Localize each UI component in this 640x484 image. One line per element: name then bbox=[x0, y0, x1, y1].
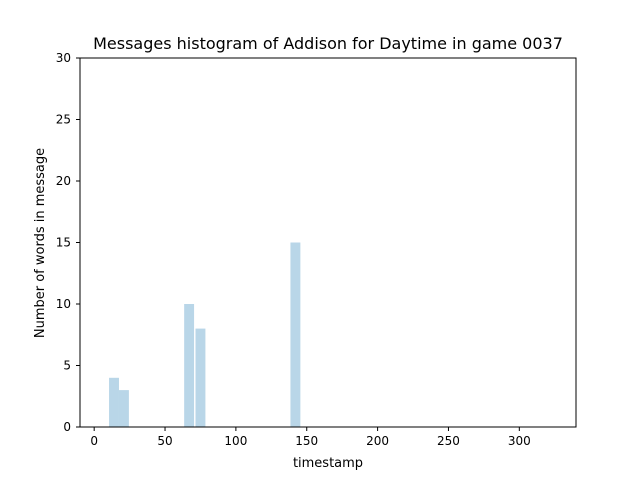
x-tick-label: 250 bbox=[437, 434, 460, 448]
histogram-bar bbox=[109, 377, 119, 427]
chart-title: Messages histogram of Addison for Daytim… bbox=[93, 34, 563, 53]
y-tick-label: 30 bbox=[56, 51, 71, 65]
histogram-bar bbox=[118, 390, 129, 427]
y-tick-label: 10 bbox=[56, 297, 71, 311]
y-tick-label: 20 bbox=[56, 174, 71, 188]
x-tick-label: 100 bbox=[224, 434, 247, 448]
x-tick-label: 50 bbox=[157, 434, 172, 448]
x-tick-label: 0 bbox=[90, 434, 98, 448]
histogram-bar bbox=[290, 242, 301, 427]
y-axis-label: Number of words in message bbox=[33, 148, 48, 338]
x-tick-label: 300 bbox=[508, 434, 531, 448]
histogram-bar bbox=[184, 304, 195, 427]
y-tick-label: 25 bbox=[56, 113, 71, 127]
x-axis-label: timestamp bbox=[293, 456, 363, 471]
bars-layer bbox=[109, 242, 301, 427]
x-tick-label: 150 bbox=[295, 434, 318, 448]
axes-layer: 0 50 100 150 200 250 300 0 5 10 15 20 25 30 bbox=[56, 51, 577, 448]
y-tick-label: 5 bbox=[63, 359, 71, 373]
y-tick-label: 15 bbox=[56, 236, 71, 250]
y-tick-label: 0 bbox=[63, 420, 71, 434]
x-tick-label: 200 bbox=[366, 434, 389, 448]
histogram-bar bbox=[195, 328, 206, 427]
